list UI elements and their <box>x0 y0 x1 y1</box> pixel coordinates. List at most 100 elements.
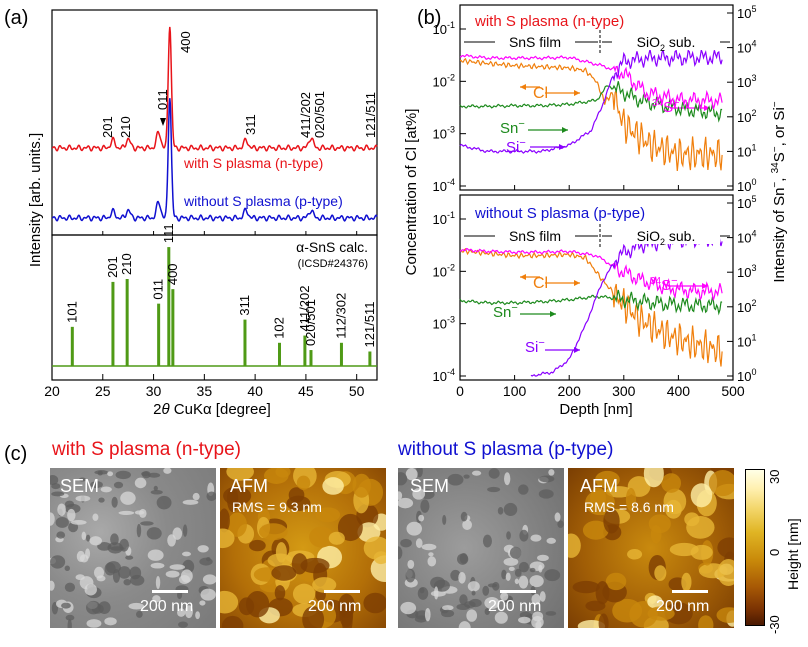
colorbar-tick-mid: 0 <box>767 548 782 556</box>
sem-grain <box>467 581 480 592</box>
sem-grain <box>530 534 542 542</box>
afm-p-scale-bar <box>672 590 708 593</box>
sims-series-34S <box>459 53 723 110</box>
xrd-calc-title: α-SnS calc. <box>296 239 368 255</box>
sem-grain <box>414 615 428 623</box>
sims-y2tick-label: 100 <box>737 367 756 384</box>
sem-grain <box>107 471 114 477</box>
xrd-peak-label-400: 400 <box>178 31 193 53</box>
sem-grain <box>86 619 102 628</box>
sem-grain <box>64 565 70 572</box>
sem-grain <box>463 474 470 479</box>
sem-p-texture <box>398 468 564 628</box>
sem-grain <box>539 591 546 602</box>
xrd-series-p-type <box>52 98 378 222</box>
afm-grain <box>328 531 345 545</box>
sem-n-texture <box>50 468 216 628</box>
afm-grain <box>681 572 692 592</box>
xrd-calc-label-011: 011 <box>151 279 166 300</box>
sims-y2tick-label: 105 <box>737 4 756 21</box>
xrd-y-axis-label: Intensity [arb. units.] <box>27 133 44 267</box>
sem-grain <box>92 513 99 521</box>
afm-n-rms: RMS = 9.3 nm <box>232 499 322 515</box>
xrd-legend-p-type: without S plasma (p-type) <box>183 193 343 209</box>
afm-grain <box>292 583 316 605</box>
sem-grain <box>412 488 426 500</box>
afm-grain <box>661 473 682 493</box>
sem-grain <box>147 549 164 561</box>
sims-y2tick-label: 102 <box>737 108 756 125</box>
afm-grain <box>647 606 675 621</box>
sims-annotation-arrowhead <box>574 90 580 96</box>
afm-grain <box>598 613 609 628</box>
sims-bottom-s-label: 34S− <box>650 275 678 294</box>
afm-p-label: AFM <box>580 476 618 496</box>
sem-grain <box>75 495 91 502</box>
sims-y2tick-label: 104 <box>737 39 756 56</box>
afm-grain <box>625 487 637 511</box>
afm-grain <box>337 513 363 542</box>
sims-bottom-frame <box>459 194 734 381</box>
afm-grain <box>220 528 235 549</box>
sem-grain <box>89 536 102 546</box>
sem-grain <box>406 521 422 536</box>
sem-grain <box>514 578 520 585</box>
afm-grain <box>647 595 663 609</box>
sem-grain <box>501 569 507 580</box>
xrd-calc-label-101: 101 <box>64 301 79 323</box>
sem-grain <box>147 472 161 478</box>
sem-grain <box>433 579 450 592</box>
xrd-panel: 20 25 30 35 40 45 50 201 210 011 400 311 411/2… <box>27 9 378 418</box>
sem-image-p-type: SEM 200 nm <box>398 468 564 628</box>
sims-bottom-sub-bg <box>612 228 720 244</box>
sims-top-film-label: SnS film <box>509 34 561 50</box>
sem-grain <box>519 529 529 542</box>
afm-grain <box>686 516 715 539</box>
sims-annotation-arrowhead <box>574 280 580 286</box>
sem-grain <box>464 601 476 609</box>
sem-grain <box>398 472 408 486</box>
xrd-peak-label-311: 311 <box>243 114 258 135</box>
sem-grain <box>113 481 124 489</box>
sem-grain <box>206 491 216 502</box>
sem-grain <box>61 602 71 609</box>
sims-top-series <box>459 47 723 171</box>
sem-grain <box>518 484 529 495</box>
sem-grain <box>156 495 172 510</box>
sem-grain <box>117 566 131 579</box>
afm-grain <box>296 475 311 490</box>
sem-grain <box>141 470 151 479</box>
sims-bottom-film-bg <box>495 228 575 244</box>
colorbar-tick-bottom: -30 <box>767 615 782 634</box>
sem-grain <box>86 600 101 615</box>
sem-grain <box>152 595 161 603</box>
sem-grain <box>100 486 112 493</box>
sem-grain <box>180 569 193 583</box>
sem-grain <box>75 574 85 581</box>
sem-grain <box>110 533 119 546</box>
sem-grain <box>434 586 439 600</box>
xrd-calc-peak-112-302 <box>339 342 343 366</box>
sem-grain <box>398 546 403 560</box>
afm-grain <box>577 620 606 628</box>
sims-ytick-label: 10-4 <box>433 177 455 194</box>
sims-bottom-film-label: SnS film <box>509 228 561 244</box>
afm-grain <box>690 483 713 508</box>
sims-xtick-label: 500 <box>721 383 745 399</box>
sem-grain <box>532 611 544 622</box>
sem-grain <box>505 572 511 581</box>
sem-grain <box>197 545 209 553</box>
sem-grain <box>57 503 66 516</box>
afm-grain <box>627 548 643 560</box>
sem-grain <box>64 500 75 508</box>
afm-grain <box>227 486 239 513</box>
sem-grain <box>118 510 135 515</box>
afm-grain <box>664 602 693 625</box>
xrd-peak-label-210: 210 <box>118 116 133 138</box>
sem-grain <box>112 569 121 583</box>
sem-grain <box>424 607 431 622</box>
sem-grain <box>182 499 199 505</box>
sem-grain <box>134 477 147 489</box>
sem-grain <box>128 602 145 610</box>
afm-grain <box>263 468 289 484</box>
